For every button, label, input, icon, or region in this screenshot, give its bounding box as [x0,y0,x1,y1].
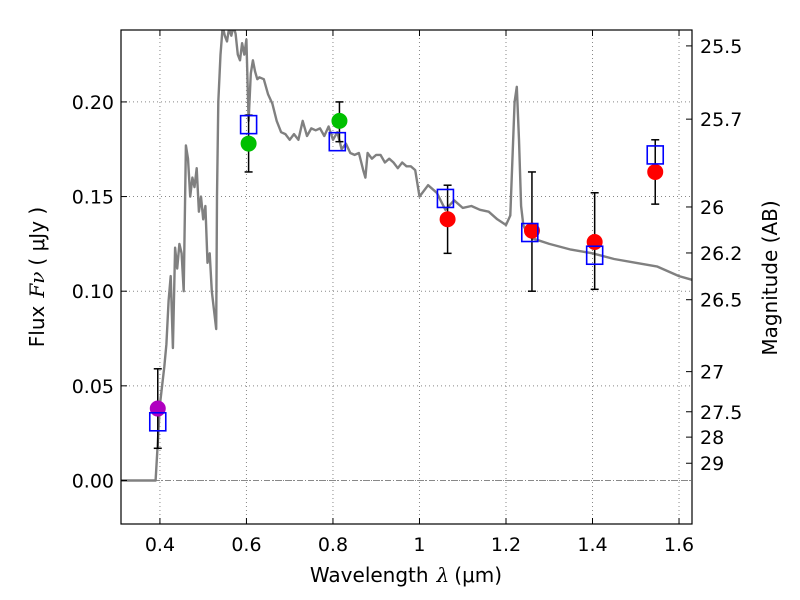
y2-tick-label: 26.2 [700,243,742,265]
y2-tick-label: 26.5 [700,290,742,312]
y2-tick-label: 25.5 [700,36,742,58]
y-tick-label: 0.15 [72,187,114,209]
observed-point [439,211,456,228]
x-tick-label: 0.6 [231,534,261,556]
x-tick-label: 1.4 [577,534,607,556]
x-tick-label: 1 [413,534,425,556]
observed-point [331,112,348,129]
y2-tick-label: 25.7 [700,109,742,131]
observed-point [149,400,166,417]
plot-frame [120,29,693,525]
observed-point [647,163,664,180]
y2-tick-label: 28 [700,427,724,449]
model-photometry-box [585,245,604,266]
model-photometry-box [328,131,347,152]
y-tick-label: 0.10 [72,281,114,303]
y2-tick-label: 29 [700,453,724,475]
plot-area [121,30,692,482]
model-spectrum-line [121,30,692,482]
axis-ticks: 0.4 0.6 0.8 1 1.2 1.4 1.6 0.00 0.05 0.10 0.15 0.20 2… [72,30,742,556]
x-tick-label: 0.4 [145,534,175,556]
model-photometry-box [646,145,665,165]
observed-point [240,135,257,152]
grid-lines [121,30,692,524]
right-axis-label: Magnitude (AB) [758,200,782,355]
model-photometry-box [239,114,258,135]
y-tick-label: 0.05 [72,376,114,398]
y2-tick-label: 27.5 [700,402,742,424]
y2-tick-label: 26 [700,197,724,219]
model-photometry-box [148,411,167,432]
y-tick-label: 0.20 [72,92,114,114]
y2-tick-label: 27 [700,362,724,384]
x-tick-label: 1.6 [664,534,694,556]
y-tick-label: 0.00 [72,470,114,492]
x-tick-label: 0.8 [318,534,348,556]
x-tick-label: 1.2 [491,534,521,556]
model-photometry-box [520,222,539,243]
y-axis-label: FluxFν( μJy ) [25,207,49,347]
x-axis-label: Wavelength λ (μm) [310,563,502,587]
model-photometry-box [436,188,455,209]
observed-point [586,233,603,250]
